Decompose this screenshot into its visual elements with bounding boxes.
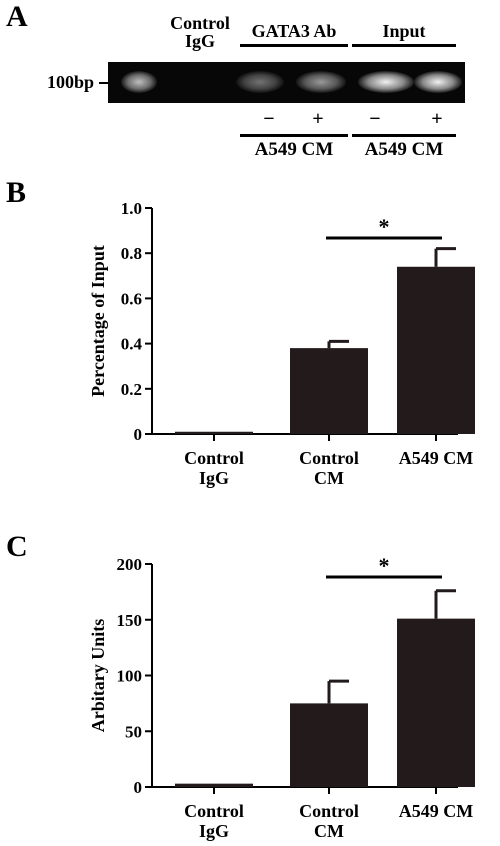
- y-tick-label: 50: [125, 722, 142, 741]
- x-tick-label: Control: [299, 801, 359, 821]
- panel-a-letter: A: [6, 0, 28, 33]
- bar: [397, 618, 475, 787]
- sign-gata3-minus: −: [263, 108, 275, 130]
- gel-band-input_minus: [358, 71, 414, 93]
- input-treatment-rule: [352, 134, 456, 137]
- sign-input-minus: −: [369, 108, 381, 130]
- bar: [397, 266, 475, 434]
- bar: [290, 703, 368, 787]
- x-tick-label: IgG: [199, 468, 229, 488]
- y-tick-label: 0.6: [121, 289, 142, 308]
- x-tick-label: CM: [314, 468, 344, 488]
- y-tick-label: 0: [134, 425, 143, 444]
- significance-star: *: [379, 214, 390, 239]
- y-axis-label: Percentage of Input: [88, 245, 108, 397]
- y-tick-label: 0.4: [121, 335, 143, 354]
- bar: [175, 431, 253, 434]
- panel-b-chart: 0 0.2 0.4 0.6 0.8 1.0 Percentage of Input Contr…: [88, 199, 475, 488]
- sign-input-plus: +: [431, 108, 443, 130]
- input-treatment-label: A549 CM: [364, 139, 444, 160]
- gata3-header-rule: [240, 44, 348, 47]
- y-tick-label: 1.0: [121, 199, 142, 218]
- significance-star: *: [379, 553, 390, 578]
- gel-band-input_plus: [414, 71, 462, 93]
- y-tick-label: 200: [117, 555, 143, 574]
- y-tick-label: 100: [117, 667, 143, 686]
- panel-b-letter: B: [6, 176, 27, 209]
- x-tick-label: Control: [184, 801, 244, 821]
- bar: [175, 783, 253, 787]
- marker-tick: [99, 82, 108, 84]
- gata3-treatment-rule: [240, 134, 348, 137]
- gata3-header: GATA3 Ab: [251, 21, 337, 41]
- y-tick-label: 0.8: [121, 244, 142, 263]
- x-tick-label: Control: [299, 448, 359, 468]
- x-tick-label: A549 CM: [399, 448, 474, 468]
- y-tick-label: 0: [134, 778, 143, 797]
- panel-c-letter: C: [6, 530, 28, 563]
- control-igg-header: Control IgG: [170, 13, 230, 51]
- gel-band-marker: [121, 71, 157, 93]
- x-tick-label: A549 CM: [399, 801, 474, 821]
- input-header: Input: [382, 21, 426, 41]
- y-tick-label: 150: [117, 611, 143, 630]
- gel-image: [108, 62, 465, 103]
- y-tick-label: 0.2: [121, 380, 142, 399]
- input-header-rule: [352, 44, 456, 47]
- bar: [290, 348, 368, 434]
- x-tick-label: Control: [184, 448, 244, 468]
- sign-gata3-plus: +: [312, 108, 324, 130]
- gel-band-gata3_minus: [236, 71, 284, 93]
- x-tick-label: IgG: [199, 821, 229, 841]
- gel-band-gata3_plus: [296, 71, 346, 93]
- x-tick-label: CM: [314, 821, 344, 841]
- y-axis-label: Arbitary Units: [88, 619, 108, 733]
- gata3-treatment-label: A549 CM: [254, 139, 334, 160]
- marker-label: 100bp: [47, 72, 95, 92]
